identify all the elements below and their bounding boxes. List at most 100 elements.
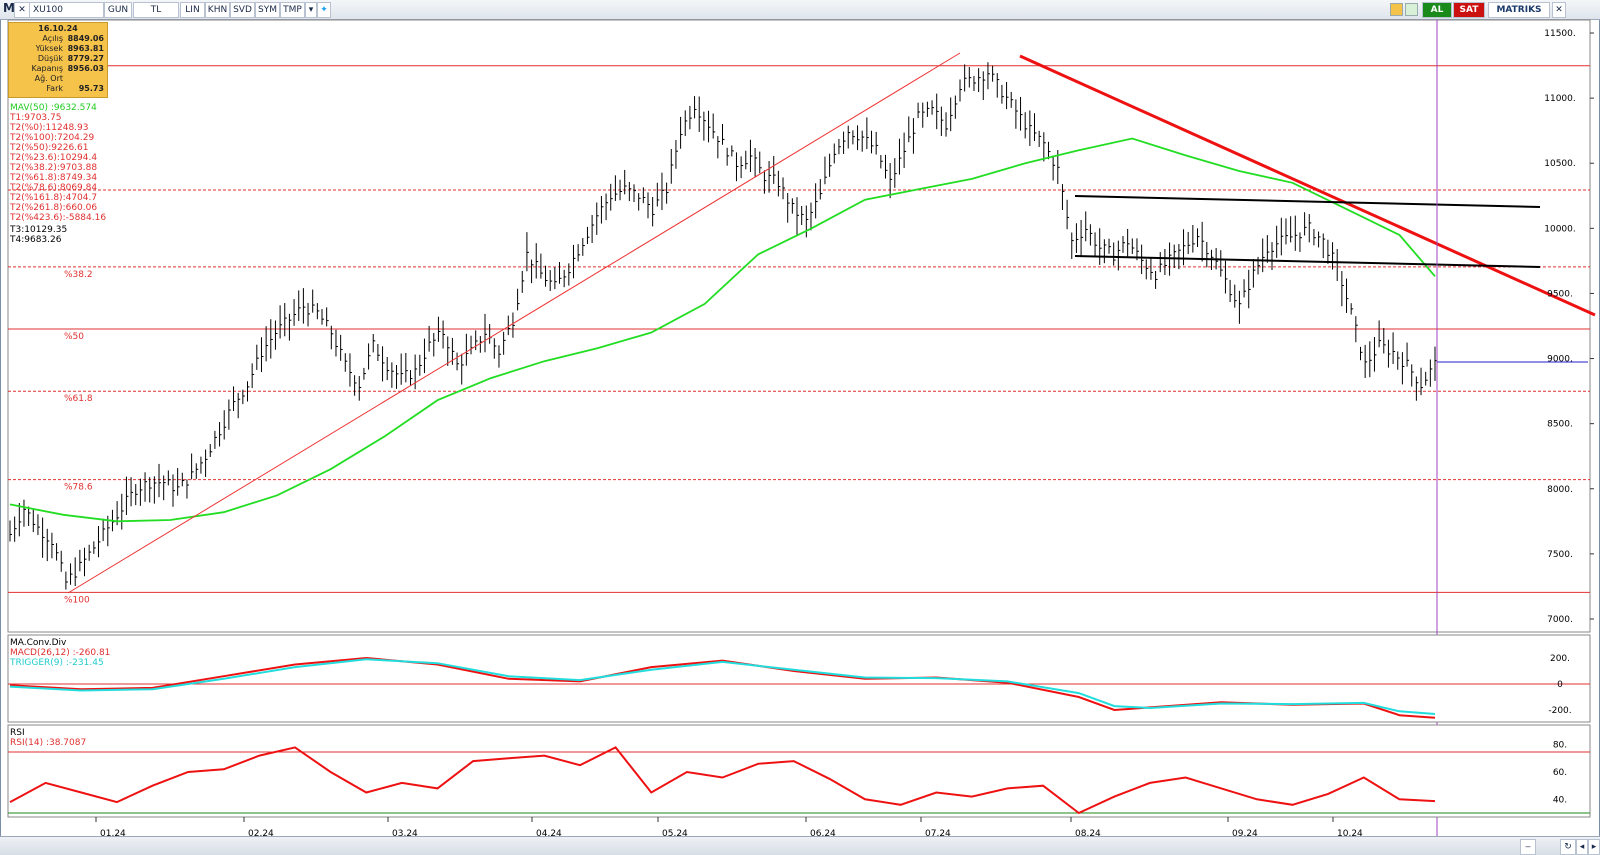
matriks-logo: M bbox=[3, 1, 15, 15]
close-icon[interactable]: ✕ bbox=[1552, 2, 1566, 18]
y-tick-label: 10500. bbox=[1544, 159, 1576, 169]
fib-target-label: T1:9703.75 bbox=[10, 113, 62, 123]
macd-tick-label: 200. bbox=[1550, 654, 1570, 664]
rsi-panel-frame bbox=[7, 724, 1591, 818]
channel-top-line bbox=[1074, 195, 1541, 208]
matriks-brand: MATRIKS bbox=[1488, 2, 1550, 18]
info-row-close: Kapanış 8956.03 bbox=[31, 64, 104, 73]
info-row-diff: Fark 95.73 bbox=[46, 84, 104, 93]
x-tick-label: 07.24 bbox=[925, 829, 951, 839]
x-tick-label: 06.24 bbox=[810, 829, 836, 839]
fib-target-label: T2(%50):9226.61 bbox=[10, 143, 89, 153]
trigger-value-label: TRIGGER(9) :-231.45 bbox=[10, 658, 104, 668]
scroll-thumb[interactable]: ‒ bbox=[1520, 839, 1536, 855]
x-tick-label: 01.24 bbox=[100, 829, 126, 839]
fib-target-label: T2(%261.8):660.06 bbox=[10, 203, 98, 213]
symbol-input[interactable]: XU100 bbox=[29, 2, 104, 18]
price-y-axis: 7000. 7500. 8000. 8500. 9000. 9500. 10000. 1050… bbox=[1544, 29, 1594, 625]
refresh-icon[interactable] bbox=[1405, 3, 1418, 16]
macd-panel: -200. 0 200. bbox=[7, 634, 1591, 723]
macd-value-label: MACD(26,12) :-260.81 bbox=[10, 648, 111, 658]
macd-tick-label: 0 bbox=[1557, 680, 1563, 690]
fibonacci-labels: %38.2 %50 %61.8 %78.6 %100 bbox=[64, 270, 93, 605]
linear-button[interactable]: LIN bbox=[180, 2, 205, 18]
svd-button[interactable]: SVD bbox=[230, 2, 255, 18]
fib-target-label: T2(%78.6):8069.84 bbox=[10, 183, 98, 193]
fib-target-label: T2(%61.8):8749.34 bbox=[10, 173, 98, 183]
bottom-scroll-strip: ‒ ↻ ◂ ▸ bbox=[0, 836, 1600, 855]
fib-target-label: T2(%100):7204.29 bbox=[10, 133, 95, 143]
macd-panel-frame bbox=[7, 634, 1591, 723]
info-date: 16.10.24 bbox=[38, 24, 78, 33]
khn-button[interactable]: KHN bbox=[205, 2, 230, 18]
scroll-left-icon[interactable]: ◂ bbox=[1576, 839, 1588, 855]
t3-label: T3:10129.35 bbox=[10, 225, 68, 235]
scroll-right-icon[interactable]: ▸ bbox=[1588, 839, 1600, 855]
rsi-title: RSI bbox=[10, 728, 25, 738]
fib-target-label: T2(%23.6):10294.4 bbox=[10, 153, 98, 163]
rsi-tick-label: 40. bbox=[1553, 795, 1567, 805]
tmp-button[interactable]: TMP bbox=[280, 2, 305, 18]
fib-target-label: T2(%38.2):9703.88 bbox=[10, 163, 98, 173]
fib-level-label: %78.6 bbox=[64, 483, 93, 493]
fib-level-label: %38.2 bbox=[64, 270, 93, 280]
fib-target-label: T2(%423.6):-5884.16 bbox=[10, 213, 107, 223]
rsi-y-axis: 40. 60. 80. bbox=[1553, 741, 1567, 806]
y-tick-label: 7500. bbox=[1547, 550, 1573, 560]
t4-label: T4:9683.26 bbox=[10, 235, 62, 245]
info-row-high: Yüksek 8963.81 bbox=[35, 44, 104, 53]
y-tick-label: 7000. bbox=[1547, 615, 1573, 625]
rsi-tick-label: 80. bbox=[1553, 741, 1567, 751]
x-tick-label: 08.24 bbox=[1075, 829, 1101, 839]
rsi-tick-label: 60. bbox=[1553, 768, 1567, 778]
downtrend-line bbox=[1019, 54, 1596, 317]
rsi-panel: 40. 60. 80. bbox=[7, 724, 1591, 818]
twitter-icon[interactable]: ✦ bbox=[317, 2, 331, 18]
buy-button[interactable]: AL bbox=[1422, 2, 1452, 18]
lightning-icon[interactable] bbox=[1390, 3, 1403, 16]
macd-title: MA.Conv.Div bbox=[10, 638, 67, 648]
price-bars bbox=[9, 62, 1437, 590]
refresh-chart-icon[interactable]: ↻ bbox=[1560, 839, 1576, 855]
x-tick-label: 03.24 bbox=[392, 829, 418, 839]
channel-bottom-line bbox=[1074, 255, 1541, 268]
main-panel: %38.2 %50 %61.8 %78.6 %100 7000. 7500. 8000. 85… bbox=[7, 19, 1596, 836]
x-tick-label: 05.24 bbox=[662, 829, 688, 839]
sym-button[interactable]: SYM bbox=[255, 2, 280, 18]
x-tick-label: 10.24 bbox=[1337, 829, 1363, 839]
info-row-low: Düşük 8779.27 bbox=[37, 54, 104, 63]
y-tick-label: 11500. bbox=[1544, 29, 1576, 39]
sell-button[interactable]: SAT bbox=[1453, 2, 1485, 18]
date-x-axis: 01.24 02.24 03.24 04.24 05.24 06.24 07.24 08.24… bbox=[95, 817, 1363, 839]
price-panel-frame bbox=[7, 19, 1591, 633]
y-tick-label: 9000. bbox=[1547, 355, 1573, 365]
y-tick-label: 8000. bbox=[1547, 485, 1573, 495]
info-row-avg: Ağ. Ort bbox=[34, 74, 63, 83]
period-button[interactable]: GUN bbox=[104, 2, 132, 18]
x-tick-label: 09.24 bbox=[1232, 829, 1258, 839]
fib-level-label: %100 bbox=[64, 595, 90, 605]
fib-level-label: %50 bbox=[64, 332, 84, 342]
dropdown-arrow-icon[interactable]: ▾ bbox=[305, 2, 317, 18]
trigger-line bbox=[9, 658, 1436, 715]
y-tick-label: 8500. bbox=[1547, 420, 1573, 430]
info-row-open: Açılış 8849.06 bbox=[42, 34, 104, 43]
macd-y-axis: -200. 0 200. bbox=[1548, 654, 1571, 716]
y-tick-label: 9500. bbox=[1547, 289, 1573, 299]
fib-target-label: T2(%0):11248.93 bbox=[10, 123, 89, 133]
fib-level-label: %61.8 bbox=[64, 394, 93, 404]
uptrend-line bbox=[67, 52, 961, 594]
x-tick-label: 04.24 bbox=[536, 829, 562, 839]
rsi-value-label: RSI(14) :38.7087 bbox=[10, 738, 87, 748]
mav-label: MAV(50) :9632.574 bbox=[10, 103, 97, 113]
y-tick-label: 10000. bbox=[1544, 224, 1576, 234]
ohlc-info-box: 16.10.24 Açılış 8849.06 Yüksek 8963.81 Düş… bbox=[8, 22, 108, 98]
fib-target-label: T2(%161.8):4704.7 bbox=[10, 193, 98, 203]
macd-tick-label: -200. bbox=[1548, 706, 1571, 716]
x-tick-label: 02.24 bbox=[248, 829, 274, 839]
rsi-line bbox=[9, 746, 1436, 815]
currency-button[interactable]: TL bbox=[133, 2, 179, 18]
fibonacci-levels bbox=[8, 65, 1590, 593]
y-tick-label: 11000. bbox=[1544, 94, 1576, 104]
